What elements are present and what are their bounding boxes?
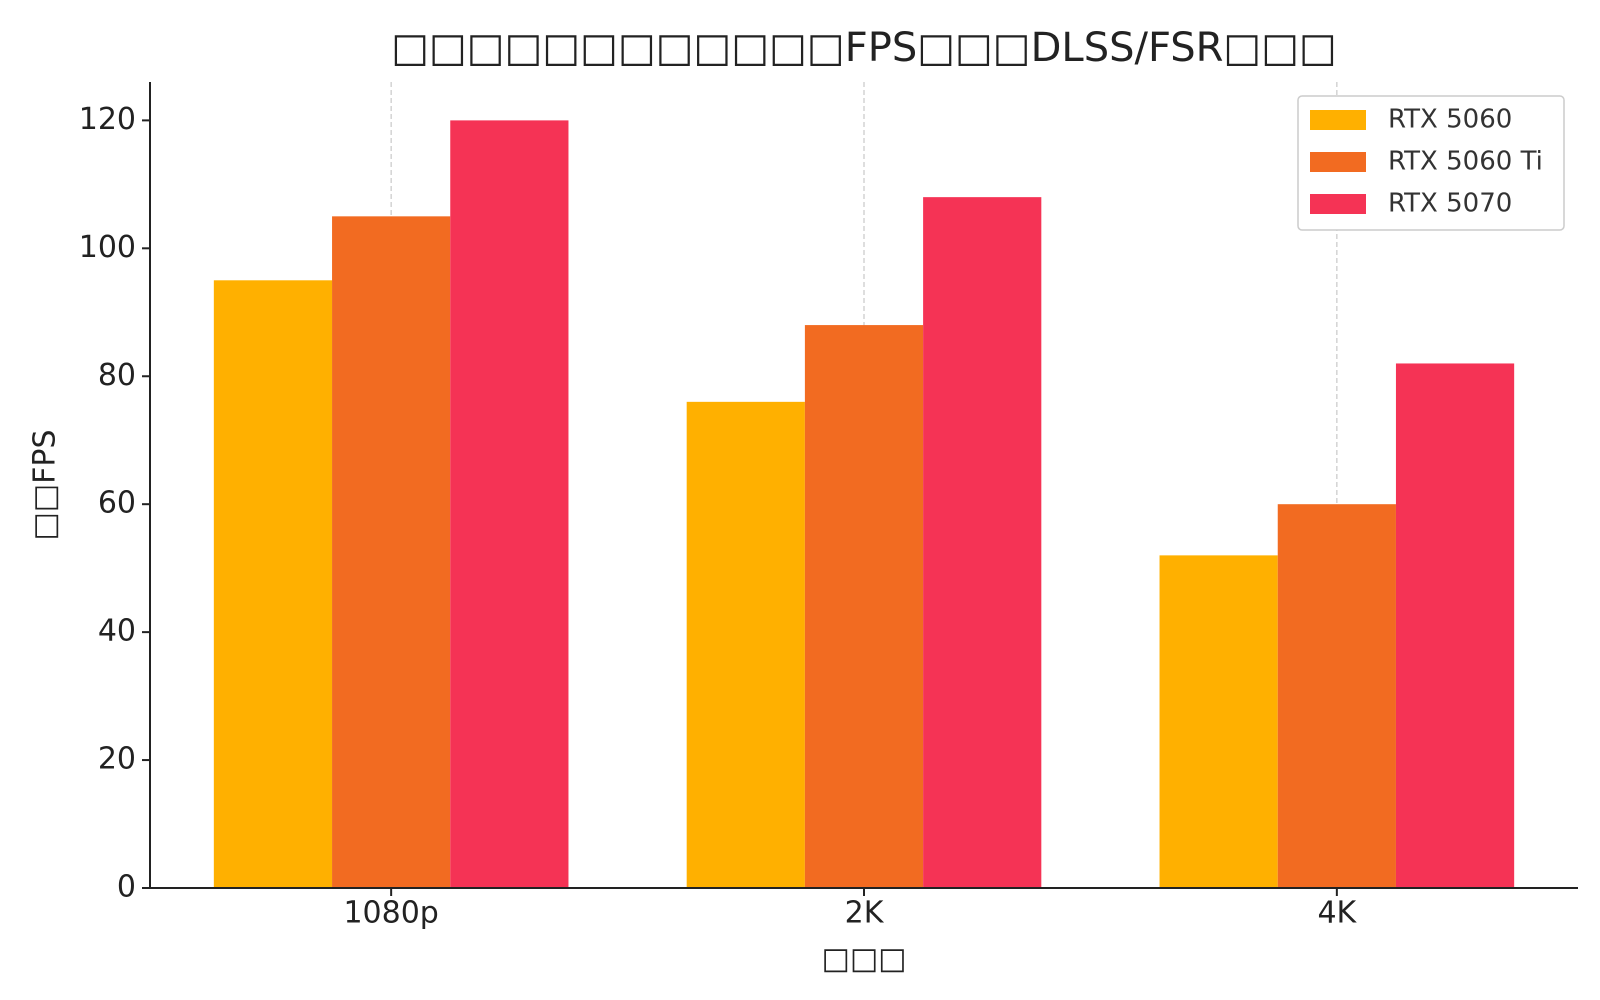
x-tick-label: 4K (1317, 896, 1357, 931)
y-tick-label: 100 (79, 230, 136, 265)
legend: RTX 5060 RTX 5060 Ti RTX 5070 (1297, 95, 1565, 231)
y-tick-label: 60 (98, 486, 136, 521)
x-tick-label: 1080p (343, 896, 438, 931)
x-axis-label: □□□ (821, 942, 906, 977)
y-tick-label: 80 (98, 358, 136, 393)
y-axis-label: □□FPS (28, 429, 63, 540)
legend-label: RTX 5070 (1388, 189, 1512, 219)
legend-swatch (1310, 194, 1366, 214)
bar (923, 197, 1042, 889)
y-tick-label: 120 (79, 102, 136, 137)
bar (1277, 504, 1396, 888)
y-tick-label: 20 (98, 742, 136, 777)
y-tick-label: 0 (117, 870, 136, 905)
bar (332, 216, 451, 889)
chart-title: □□□□□□□□□□□□FPS□□□DLSS/FSR□□□ (391, 25, 1337, 71)
bar (1395, 363, 1515, 888)
legend-swatch (1310, 152, 1366, 172)
y-tick-label: 40 (98, 614, 136, 649)
legend-swatch (1310, 110, 1366, 130)
legend-label: RTX 5060 Ti (1388, 147, 1543, 177)
legend-label: RTX 5060 (1388, 105, 1512, 135)
bar (804, 325, 924, 889)
bar (450, 120, 569, 888)
bar (213, 280, 333, 888)
bar (1159, 555, 1278, 888)
x-tick-label: 2K (845, 896, 885, 931)
bar (686, 401, 805, 888)
